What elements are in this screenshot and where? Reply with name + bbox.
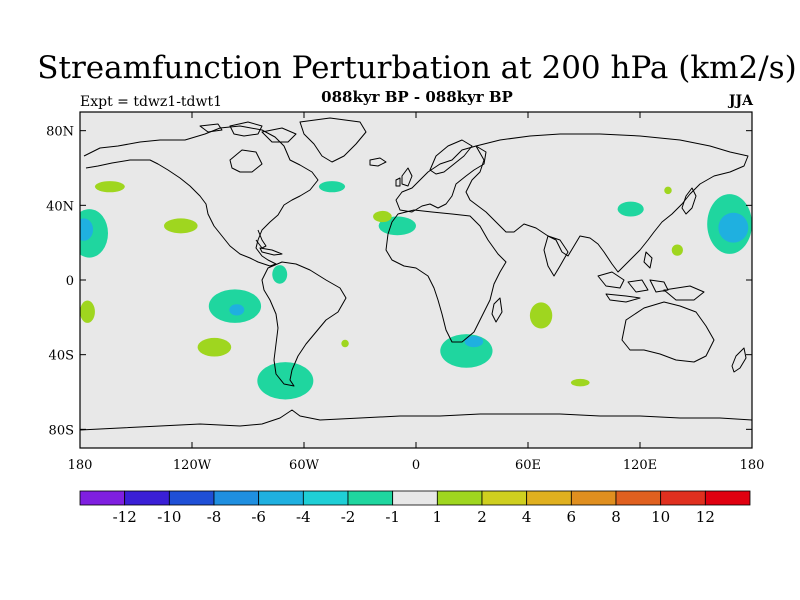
anomaly-region <box>341 339 349 348</box>
colorbar-box <box>481 490 528 506</box>
x-tick-label: 120W <box>173 458 212 473</box>
coastline-greenland <box>299 117 367 163</box>
x-tick-label: 120E <box>623 458 657 473</box>
colorbar-box <box>526 490 572 506</box>
coastline-arctic-islands <box>199 121 297 143</box>
colorbar-label: -12 <box>113 508 137 526</box>
anomaly-region <box>671 244 683 256</box>
colorbar-label: 10 <box>651 508 670 526</box>
anomaly-region <box>229 304 245 316</box>
colorbar-box <box>347 490 394 506</box>
anomaly-region <box>617 201 644 217</box>
anomaly-region <box>272 265 288 284</box>
coastline-madagascar <box>491 297 503 323</box>
colorbar-label: -4 <box>296 508 311 526</box>
anomaly-region <box>464 336 484 348</box>
anomaly-region <box>94 181 125 193</box>
x-tick-label: 180 <box>740 458 765 473</box>
axis-ticks: 180 120W 60W 0 60E 120E 180 80N 40N 0 40S 80S <box>46 112 764 473</box>
colorbar-box <box>79 490 126 506</box>
colorbar-box <box>392 490 438 506</box>
coastline-europe <box>395 145 487 213</box>
y-tick-label: 80S <box>49 423 74 438</box>
colorbar-box <box>258 490 304 506</box>
anomaly-region <box>318 181 346 193</box>
coastline-south-america <box>261 261 347 387</box>
coastline-north-america <box>83 125 319 267</box>
coastline-british-isles <box>395 167 413 187</box>
colorbar: -12 -10 -8 -6 -4 -2 -1 1 2 4 6 8 10 12 <box>79 490 751 526</box>
anomaly-region <box>197 337 232 357</box>
colorbar-label: 12 <box>696 508 715 526</box>
colorbar-label: 8 <box>611 508 621 526</box>
colorbar-box <box>213 490 260 506</box>
y-tick-label: 40N <box>46 199 74 214</box>
colorbar-box <box>615 490 662 506</box>
x-tick-label: 180 <box>68 458 93 473</box>
colorbar-box <box>704 490 751 506</box>
anomaly-region <box>80 218 94 241</box>
coastline-layer <box>80 117 752 431</box>
colorbar-label: 6 <box>567 508 577 526</box>
colorbar-label: 2 <box>477 508 487 526</box>
colorbar-label: 4 <box>522 508 532 526</box>
colorbar-label: -10 <box>157 508 181 526</box>
anomaly-region <box>80 300 95 323</box>
anomaly-region <box>164 218 198 234</box>
anomaly-region <box>718 212 749 243</box>
coastline-australia <box>621 301 715 363</box>
x-tick-label: 60W <box>289 458 320 473</box>
colorbar-label: 1 <box>433 508 443 526</box>
y-tick-label: 40S <box>49 349 74 364</box>
x-tick-label: 60E <box>515 458 541 473</box>
plot-subtitle: 088kyr BP - 088kyr BP <box>321 88 513 106</box>
colorbar-box <box>570 490 617 506</box>
y-tick-label: 0 <box>66 274 74 289</box>
coastline-hudson-bay <box>229 149 263 173</box>
y-tick-label: 80N <box>46 125 74 140</box>
experiment-label: Expt = tdwz1-tdwt1 <box>80 94 223 110</box>
colorbar-box <box>168 490 215 506</box>
anomaly-layer <box>80 181 752 400</box>
x-tick-label: 0 <box>412 458 420 473</box>
anomaly-region <box>373 210 392 223</box>
colorbar-label: -1 <box>385 508 400 526</box>
coastline-cuba <box>259 247 283 256</box>
anomaly-region <box>570 378 590 387</box>
anomaly-region <box>664 186 672 195</box>
colorbar-box <box>124 490 170 506</box>
coastline-scandinavia <box>429 139 473 175</box>
coastline-philippines <box>643 251 653 269</box>
anomaly-region <box>257 362 314 400</box>
coastline-africa <box>385 209 507 343</box>
colorbar-label: -6 <box>251 508 266 526</box>
season-label: JJA <box>728 93 753 109</box>
coastline-asia <box>465 133 749 273</box>
colorbar-box <box>436 490 483 506</box>
anomaly-region <box>529 302 553 329</box>
coastline-japan <box>681 187 697 215</box>
coastline-new-zealand <box>731 347 747 373</box>
colorbar-label: -2 <box>341 508 356 526</box>
coastline-iceland <box>369 157 387 167</box>
coastline-india <box>543 235 569 277</box>
colorbar-box <box>302 490 349 506</box>
coastline-indonesia <box>597 271 705 303</box>
plot-title: Streamfunction Perturbation at 200 hPa (… <box>37 50 797 86</box>
anomaly-region <box>378 216 417 236</box>
colorbar-box <box>660 490 706 506</box>
colorbar-label: -8 <box>207 508 222 526</box>
coastline-florida <box>255 229 267 249</box>
coastline-antarctica <box>80 409 752 431</box>
